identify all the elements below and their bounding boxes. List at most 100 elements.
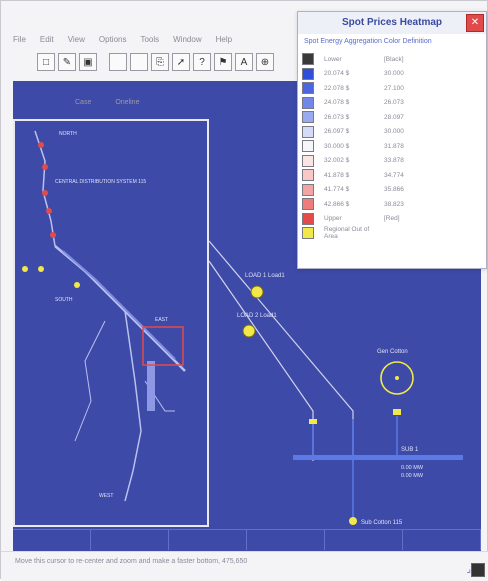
- generator-label: Gen Cotton: [377, 349, 408, 355]
- color-swatch[interactable]: [302, 125, 314, 138]
- menu-help[interactable]: Help: [215, 35, 233, 44]
- load-icon[interactable]: [250, 285, 264, 299]
- tab-oneline[interactable]: Oneline: [115, 99, 140, 106]
- question-icon[interactable]: ?: [193, 53, 211, 71]
- overview-label: WEST: [99, 493, 113, 499]
- overview-bus: [147, 361, 155, 411]
- legend-window[interactable]: Spot Prices Heatmap ✕ Spot Energy Aggreg…: [297, 11, 487, 269]
- legend-range-high: [Black]: [384, 55, 404, 63]
- flag-icon[interactable]: ⚑: [214, 53, 232, 71]
- legend-range-low: 24.078 $: [324, 99, 350, 107]
- legend-row: 41.878 $ 34.774: [302, 168, 482, 183]
- menu-file[interactable]: File: [13, 35, 26, 44]
- overview-line: [124, 310, 142, 502]
- legend-range-high: 28.097: [384, 113, 404, 121]
- value-label: 0.00 MW: [401, 473, 424, 479]
- legend-range-low: 30.000 $: [324, 142, 350, 150]
- color-swatch[interactable]: [302, 227, 314, 240]
- blank-icon[interactable]: [109, 53, 127, 71]
- overview-label: SOUTH: [55, 297, 73, 303]
- legend-range-low: 42.866 $: [324, 200, 350, 208]
- overview-map: CENTRAL DISTRIBUTION SYSTEM 115 NORTH SO…: [22, 130, 186, 502]
- overview-node: [38, 142, 44, 148]
- pointer-icon[interactable]: ➚: [172, 53, 190, 71]
- overview-label: NORTH: [59, 131, 77, 137]
- strip-cell: [247, 530, 325, 550]
- color-swatch[interactable]: [302, 212, 314, 225]
- legend-range-high: 27.100: [384, 84, 404, 92]
- menu-edit[interactable]: Edit: [39, 35, 54, 44]
- load-label: LOAD 1 Load1: [245, 273, 285, 279]
- tab-case[interactable]: Case: [75, 99, 92, 106]
- color-swatch[interactable]: [302, 154, 314, 167]
- legend-range-high: 38.823: [384, 200, 404, 208]
- color-swatch[interactable]: [302, 53, 314, 66]
- toolbar: □ ✎ ▣ ⎘ ➚ ? ⚑ A ⊕: [37, 51, 274, 73]
- color-swatch[interactable]: [302, 140, 314, 153]
- zoom-icon[interactable]: ⊕: [256, 53, 274, 71]
- legend-row: 20.074 $ 30.000: [302, 67, 482, 82]
- load-icon[interactable]: [349, 517, 357, 525]
- menu-tools[interactable]: Tools: [140, 35, 160, 44]
- legend-range-high: 34.774: [384, 171, 404, 179]
- overview-node: [42, 164, 48, 170]
- overview-node: [22, 266, 28, 272]
- legend-row: 32.002 $ 33.878: [302, 154, 482, 169]
- breaker-icon[interactable]: [393, 409, 401, 415]
- color-swatch[interactable]: [302, 183, 314, 196]
- load-icon[interactable]: [242, 324, 256, 338]
- overview-label: CENTRAL DISTRIBUTION SYSTEM 115: [55, 179, 146, 185]
- new-icon[interactable]: □: [37, 53, 55, 71]
- color-swatch[interactable]: [302, 96, 314, 109]
- overview-line: [74, 320, 106, 442]
- legend-range-low: 22.078 $: [324, 84, 350, 92]
- copy-icon[interactable]: ⎘: [151, 53, 169, 71]
- strip-cell: [325, 530, 403, 550]
- strip-cell: [403, 530, 481, 550]
- blank-icon[interactable]: [130, 53, 148, 71]
- legend-range-low: 41.878 $: [324, 171, 350, 179]
- color-swatch[interactable]: [302, 198, 314, 211]
- legend-range-high: 30.000: [384, 128, 404, 136]
- value-label: 0.00 MW: [401, 465, 424, 471]
- color-swatch[interactable]: [302, 82, 314, 95]
- menu-options[interactable]: Options: [98, 35, 127, 44]
- save-icon[interactable]: ▣: [79, 53, 97, 71]
- color-swatch[interactable]: [302, 67, 314, 80]
- legend-range-low: 26.097 $: [324, 128, 350, 136]
- legend-rows: Lower [Black] 20.074 $ 30.000 22.078 $ 27.100…: [302, 52, 482, 241]
- menu-bar: File Edit View Options Tools Window Help: [13, 35, 293, 47]
- legend-row: 26.073 $ 28.097: [302, 110, 482, 125]
- subtabs: Case Oneline: [75, 99, 139, 106]
- overview-node: [38, 266, 44, 272]
- corner-button[interactable]: [471, 563, 485, 577]
- overview-node: [74, 282, 80, 288]
- overview-panel[interactable]: CENTRAL DISTRIBUTION SYSTEM 115 NORTH SO…: [13, 119, 209, 527]
- overview-line: [34, 130, 56, 247]
- legend-menu[interactable]: Spot Energy Aggregation Color Definition: [304, 38, 432, 45]
- overview-label: EAST: [155, 317, 168, 323]
- legend-range-low: Regional Out of Area: [324, 226, 370, 241]
- color-swatch[interactable]: [302, 169, 314, 182]
- breaker-icon[interactable]: [309, 419, 317, 424]
- text-icon[interactable]: A: [235, 53, 253, 71]
- resize-grip-icon[interactable]: ⌟: [466, 564, 471, 575]
- menu-window[interactable]: Window: [173, 35, 202, 44]
- legend-range-high: 33.878: [384, 157, 404, 165]
- color-swatch[interactable]: [302, 111, 314, 124]
- generator-icon[interactable]: [380, 361, 414, 395]
- strip-cell: [91, 530, 169, 550]
- close-icon[interactable]: ✕: [466, 14, 484, 32]
- menu-view[interactable]: View: [67, 35, 85, 44]
- viewport-indicator[interactable]: [142, 326, 184, 366]
- legend-row: 30.000 $ 31.878: [302, 139, 482, 154]
- bottom-strip: [13, 529, 481, 550]
- legend-row: 22.078 $ 27.100: [302, 81, 482, 96]
- bottom-bus-label: Sub Cotton 115: [361, 520, 403, 526]
- load-label: LOAD 2 Load1: [237, 313, 277, 319]
- legend-row: Upper [Red]: [302, 212, 482, 227]
- legend-range-low: Upper: [324, 215, 342, 223]
- pencil-icon[interactable]: ✎: [58, 53, 76, 71]
- bus-bar[interactable]: [293, 455, 463, 460]
